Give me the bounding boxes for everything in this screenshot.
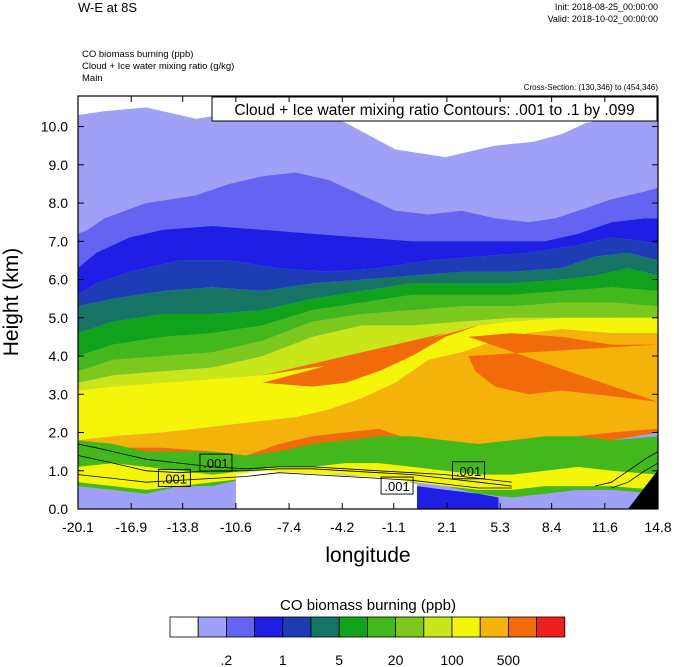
colorbar-label-0: .2 (221, 652, 233, 667)
contour-label-box-2 (380, 476, 414, 495)
colorbar-swatch-0 (169, 616, 199, 638)
init-time: Init: 2018-08-25_00:00:00 (554, 2, 658, 12)
contour-info-frame (211, 96, 658, 122)
x-tick-label-0: -20.1 (62, 519, 94, 535)
colorbar: .2 1 5 20 100 500 (169, 616, 566, 667)
zone-16 (78, 463, 658, 490)
cross-section-label: Cross-Section: (130,346) to (454,346) (523, 83, 658, 92)
x-tick-label-11: 14.8 (644, 519, 671, 535)
zone-8 (78, 302, 658, 383)
x-tick-label-5: -4.2 (330, 519, 354, 535)
contour-info-box: Cloud + Ice water mixing ratio Contours:… (211, 96, 658, 122)
y-tick-label-6: 6.0 (49, 272, 69, 288)
contour-label-box-3 (452, 461, 485, 480)
colorbar-swatch-9 (423, 616, 453, 638)
y-tick-label-7: 7.0 (49, 233, 69, 249)
colorbar-swatch-3 (254, 616, 284, 638)
colorbar-swatch-1 (197, 616, 227, 638)
colorbar-swatch-4 (282, 616, 312, 638)
plot-frame (77, 95, 659, 510)
plot-title: W-E at 8S (78, 0, 138, 15)
colorbar-swatch-5 (310, 616, 340, 638)
x-tick-label-4: -7.4 (277, 519, 301, 535)
zone-10 (78, 317, 658, 441)
colorbar-swatch-8 (395, 616, 425, 638)
colorbar-swatch-12 (507, 616, 537, 638)
zone-14 (468, 333, 658, 402)
contour-line-1 (78, 455, 512, 487)
x-axis: -20.1 -16.9 -13.8 -10.6 -7.4 -4.2 -1.1 2.1 5.3 8.… (62, 96, 672, 535)
field-name-co: CO biomass burning (ppb) (82, 49, 194, 60)
y-axis: 0.0 1.0 2.0 3.0 4.0 5.0 6.0 7.0 8.0 9.0 10.0 (41, 119, 658, 517)
x-axis-label: longitude (325, 544, 410, 567)
y-tick-label-5: 5.0 (49, 310, 69, 326)
x-tick-label-2: -13.8 (167, 519, 199, 535)
contour-line-3 (594, 451, 658, 487)
x-tick-label-3: -10.6 (220, 519, 252, 535)
y-tick-label-0: 0.0 (49, 501, 69, 517)
y-tick-label-10: 10.0 (41, 119, 68, 135)
colorbar-swatch-7 (366, 616, 396, 638)
zone-5 (78, 252, 658, 334)
y-tick-label-3: 3.0 (49, 386, 69, 402)
contour-label-box-0 (199, 453, 233, 472)
contour-line-4 (611, 462, 658, 489)
contour-info-text: Cloud + Ice water mixing ratio Contours:… (234, 102, 634, 119)
x-tick-label-8: 5.3 (490, 519, 510, 535)
x-tick-label-7: 2.1 (437, 519, 457, 535)
contour-label-box-1 (157, 468, 191, 487)
x-tick-label-6: -1.1 (382, 519, 406, 535)
zone-17 (235, 470, 417, 509)
y-tick-label-8: 8.0 (49, 195, 69, 211)
colorbar-swatch-10 (451, 616, 481, 638)
x-tick-label-10: 11.6 (592, 519, 618, 535)
cloud-contour-lines (78, 443, 658, 489)
zone-6 (78, 268, 658, 356)
y-tick-label-1: 1.0 (49, 463, 69, 479)
colorbar-label-2: 5 (335, 652, 343, 667)
y-tick-label-2: 2.0 (49, 425, 69, 441)
valid-time: Valid: 2018-10-02_00:00:00 (547, 14, 658, 24)
colorbar-swatch-2 (225, 616, 255, 638)
zone-7 (78, 287, 658, 372)
contour-label-3: .001 (456, 464, 481, 479)
colorbar-swatch-6 (338, 616, 368, 638)
colorbar-swatch-11 (479, 616, 509, 638)
colorbar-label-5: 500 (497, 652, 521, 667)
colorbar-swatch-13 (536, 616, 566, 638)
contour-label-1: .001 (162, 471, 187, 486)
field-name-main: Main (82, 73, 103, 84)
co-filled-contours (78, 96, 658, 509)
contour-label-2: .001 (384, 479, 409, 494)
zone-3 (78, 218, 658, 295)
zone-13 (262, 325, 479, 387)
field-name-cloud: Cloud + Ice water mixing ratio (g/kg) (82, 61, 235, 72)
contour-label-0: .001 (203, 456, 228, 471)
zone-4 (78, 237, 658, 307)
terrain-corner (628, 470, 658, 509)
contour-line-2 (78, 472, 512, 489)
x-tick-label-1: -16.9 (115, 519, 147, 535)
zone-18 (417, 486, 499, 509)
y-axis-label: Height (km) (0, 248, 23, 357)
colorbar-label-3: 20 (388, 652, 404, 667)
contour-line-0 (78, 443, 512, 483)
contour-labels: .001 .001 .001 .001 (157, 453, 485, 495)
zone-1 (78, 103, 658, 234)
colorbar-label-4: 100 (440, 652, 464, 667)
y-tick-label-9: 9.0 (49, 157, 69, 173)
colorbar-label-1: 1 (279, 652, 287, 667)
y-tick-label-4: 4.0 (49, 348, 69, 364)
x-tick-label-9: 8.4 (542, 519, 562, 535)
zone-2 (78, 172, 658, 269)
colorbar-title: CO biomass burning (ppb) (280, 597, 456, 614)
